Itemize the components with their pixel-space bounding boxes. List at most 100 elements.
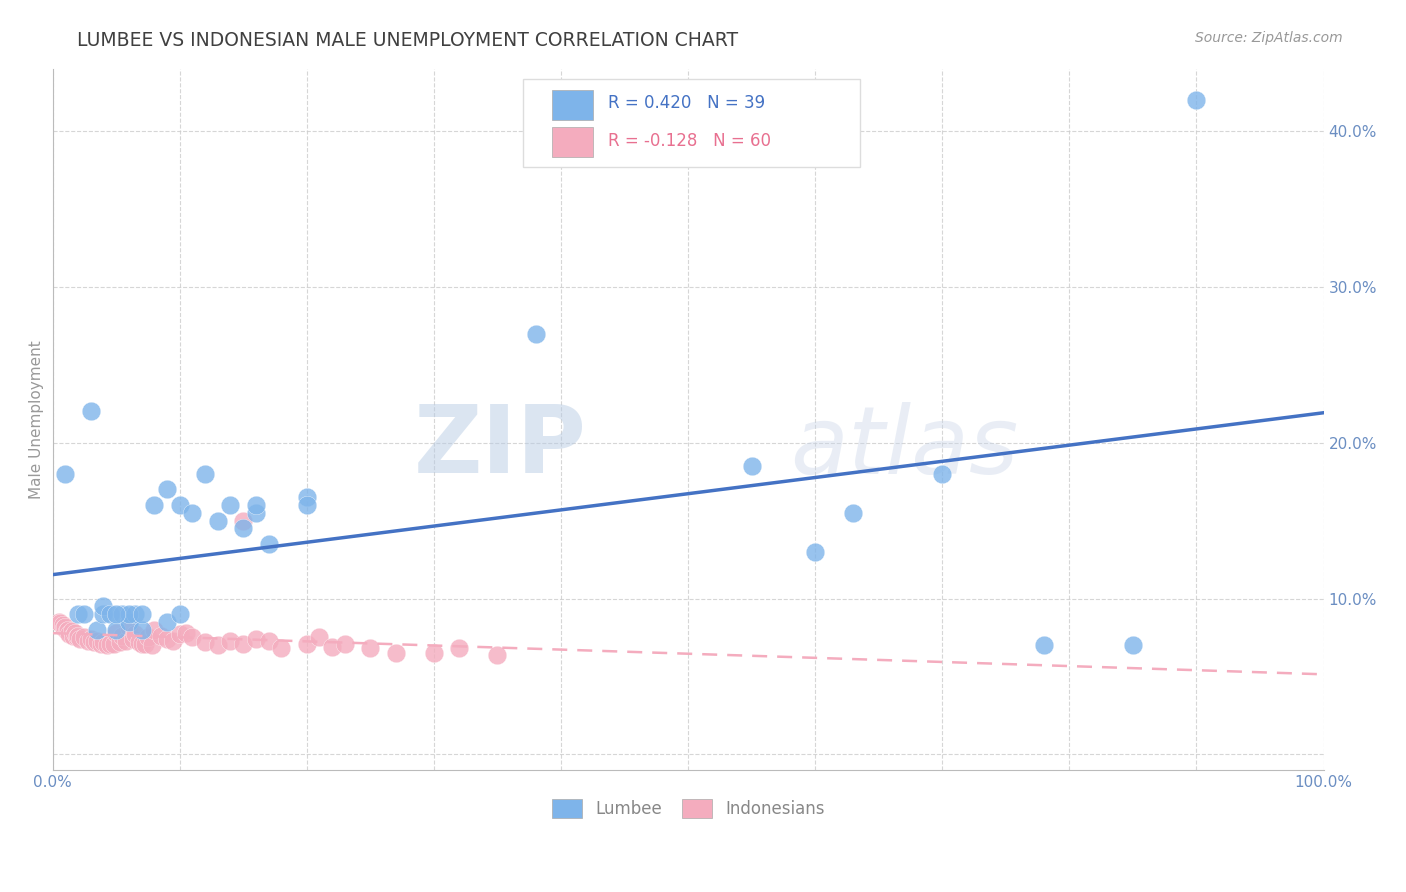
Point	[103, 637, 125, 651]
Point	[384, 646, 406, 660]
Point	[98, 637, 121, 651]
Point	[245, 498, 267, 512]
Point	[194, 635, 217, 649]
Point	[124, 607, 146, 621]
Point	[257, 633, 280, 648]
Point	[321, 640, 343, 654]
Point	[174, 625, 197, 640]
Point	[169, 627, 191, 641]
Point	[131, 623, 153, 637]
Point	[60, 624, 83, 639]
Point	[931, 467, 953, 481]
Point	[49, 616, 72, 631]
Point	[207, 514, 229, 528]
Point	[93, 599, 115, 614]
Point	[66, 631, 89, 645]
Point	[105, 607, 128, 621]
Point	[141, 638, 163, 652]
Point	[48, 615, 70, 629]
Point	[181, 506, 204, 520]
Point	[111, 607, 134, 621]
Point	[98, 607, 121, 621]
Point	[423, 646, 446, 660]
Point	[232, 514, 254, 528]
Point	[93, 635, 115, 649]
Text: ZIP: ZIP	[413, 401, 586, 493]
Text: Source: ZipAtlas.com: Source: ZipAtlas.com	[1195, 31, 1343, 45]
Text: atlas: atlas	[790, 401, 1018, 492]
Point	[219, 498, 242, 512]
Point	[118, 615, 141, 629]
Point	[83, 635, 105, 649]
Point	[169, 607, 191, 621]
Point	[169, 498, 191, 512]
Point	[359, 641, 381, 656]
Point	[131, 607, 153, 621]
Point	[79, 632, 101, 646]
Point	[56, 623, 79, 637]
Point	[245, 506, 267, 520]
Point	[245, 632, 267, 646]
Point	[86, 623, 108, 637]
Point	[143, 623, 166, 637]
Point	[66, 629, 89, 643]
Point	[73, 607, 96, 621]
Point	[118, 607, 141, 621]
Point	[128, 635, 150, 649]
Point	[156, 483, 179, 497]
Point	[181, 631, 204, 645]
Point	[804, 545, 827, 559]
Point	[134, 637, 156, 651]
Point	[79, 404, 101, 418]
Point	[449, 641, 471, 656]
Point	[295, 637, 318, 651]
Point	[1185, 93, 1208, 107]
Point	[53, 619, 76, 633]
Point	[124, 627, 146, 641]
FancyBboxPatch shape	[553, 90, 593, 120]
Point	[90, 637, 112, 651]
Point	[131, 637, 153, 651]
Point	[62, 629, 84, 643]
Point	[96, 638, 118, 652]
Legend: Lumbee, Indonesians: Lumbee, Indonesians	[546, 792, 831, 825]
Point	[270, 641, 292, 656]
FancyBboxPatch shape	[553, 128, 593, 157]
Point	[69, 632, 91, 646]
Point	[52, 621, 75, 635]
Point	[308, 631, 330, 645]
Point	[207, 638, 229, 652]
Point	[486, 648, 509, 662]
Y-axis label: Male Unemployment: Male Unemployment	[30, 340, 44, 499]
Point	[52, 618, 75, 632]
Point	[149, 629, 172, 643]
Point	[66, 607, 89, 621]
Point	[842, 506, 865, 520]
Point	[86, 633, 108, 648]
Point	[1032, 638, 1054, 652]
Point	[194, 467, 217, 481]
Point	[108, 635, 131, 649]
Point	[333, 637, 356, 651]
Point	[257, 537, 280, 551]
Point	[1122, 638, 1144, 652]
Point	[115, 633, 138, 648]
Point	[295, 498, 318, 512]
Point	[53, 467, 76, 481]
Point	[58, 627, 80, 641]
Point	[111, 629, 134, 643]
Point	[105, 625, 128, 640]
Point	[65, 625, 87, 640]
Point	[105, 623, 128, 637]
Point	[156, 632, 179, 646]
Point	[232, 637, 254, 651]
Text: R = 0.420   N = 39: R = 0.420 N = 39	[607, 94, 765, 112]
Point	[73, 631, 96, 645]
Point	[77, 633, 100, 648]
Point	[232, 521, 254, 535]
FancyBboxPatch shape	[523, 79, 859, 167]
Text: LUMBEE VS INDONESIAN MALE UNEMPLOYMENT CORRELATION CHART: LUMBEE VS INDONESIAN MALE UNEMPLOYMENT C…	[77, 31, 738, 50]
Point	[121, 632, 143, 646]
Point	[295, 490, 318, 504]
Point	[524, 326, 547, 341]
